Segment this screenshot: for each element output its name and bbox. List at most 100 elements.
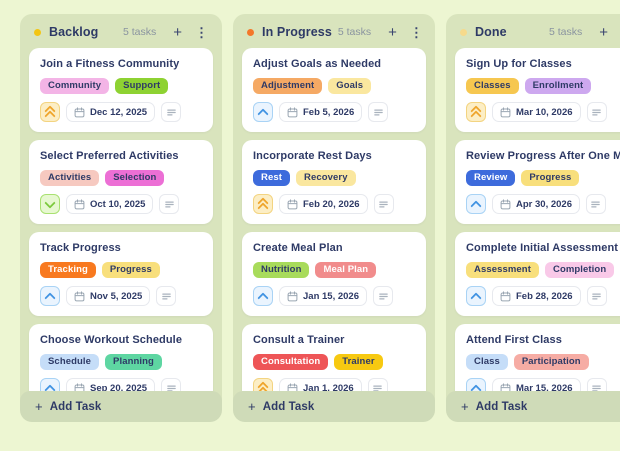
tag: Assessment: [466, 262, 539, 278]
card-list: Sign Up for Classes Classes Enrollment M…: [446, 48, 620, 391]
column-title: Backlog: [49, 25, 99, 39]
card-meta: Mar 15, 2026: [466, 378, 620, 391]
priority-icon: [253, 286, 273, 306]
due-date-chip: Sep 20, 2025: [66, 378, 156, 391]
priority-icon: [253, 378, 273, 391]
column-color-dot: [247, 28, 254, 36]
tag-list: Consultation Trainer: [253, 354, 415, 370]
task-card[interactable]: Consult a Trainer Consultation Trainer J…: [242, 324, 426, 391]
add-task-button[interactable]: + Add Task: [446, 391, 620, 422]
tag: Community: [40, 78, 110, 94]
task-count: 5 tasks: [548, 26, 583, 38]
due-date-chip: Jan 1, 2026: [279, 378, 362, 391]
tag: Progress: [101, 262, 160, 278]
tag-list: Adjustment Goals: [253, 78, 415, 94]
kanban-board: Backlog 5 tasks + ⋮ Join a Fitness Commu…: [0, 0, 620, 422]
priority-icon: [40, 194, 60, 214]
task-title: Complete Initial Assessment: [466, 242, 619, 254]
tag-list: Tracking Progress: [40, 262, 202, 278]
notes-icon: [367, 378, 388, 391]
column-color-dot: [460, 28, 467, 36]
column-backlog: Backlog 5 tasks + ⋮ Join a Fitness Commu…: [20, 14, 222, 422]
task-card[interactable]: Review Progress After One Month Review P…: [455, 140, 620, 224]
card-meta: Feb 20, 2026: [253, 194, 415, 214]
add-task-label: Add Task: [262, 400, 315, 413]
add-task-button[interactable]: + Add Task: [20, 391, 222, 422]
due-date-chip: Mar 10, 2026: [492, 102, 581, 122]
calendar-icon: [287, 290, 298, 301]
task-card[interactable]: Choose Workout Schedule Schedule Plannin…: [29, 324, 213, 391]
add-card-button[interactable]: +: [599, 23, 608, 41]
due-date: Jan 1, 2026: [303, 382, 354, 392]
tag: Classes: [466, 78, 519, 94]
due-date: Feb 5, 2026: [303, 106, 355, 118]
tag: Selection: [105, 170, 165, 186]
task-title: Incorporate Rest Days: [253, 150, 372, 162]
tag-list: Nutrition Meal Plan: [253, 262, 415, 278]
due-date-chip: Dec 12, 2025: [66, 102, 156, 122]
task-card[interactable]: Complete Initial Assessment Assessment C…: [455, 232, 620, 316]
tag-list: Classes Enrollment: [466, 78, 620, 94]
priority-icon: [253, 194, 273, 214]
tag: Review: [466, 170, 516, 186]
task-card[interactable]: Select Preferred Activities Activities S…: [29, 140, 213, 224]
add-task-button[interactable]: + Add Task: [233, 391, 435, 422]
tag: Adjustment: [253, 78, 323, 94]
calendar-icon: [74, 198, 85, 209]
card-meta: Feb 28, 2026: [466, 286, 620, 306]
priority-icon: [466, 378, 486, 391]
calendar-icon: [500, 106, 511, 117]
tag: Tracking: [40, 262, 96, 278]
card-meta: Dec 12, 2025: [40, 102, 202, 122]
notes-icon: [586, 286, 607, 306]
tag: Schedule: [40, 354, 100, 370]
due-date: Jan 15, 2026: [303, 290, 359, 302]
calendar-icon: [287, 382, 298, 391]
task-title: Adjust Goals as Needed: [253, 58, 382, 70]
card-meta: Sep 20, 2025: [40, 378, 202, 391]
notes-icon: [373, 194, 394, 214]
due-date: Dec 12, 2025: [90, 106, 148, 118]
task-card[interactable]: Attend First Class Class Participation M…: [455, 324, 620, 391]
column-menu-icon[interactable]: ⋮: [195, 24, 208, 40]
tag: Class: [466, 354, 508, 370]
priority-icon: [40, 102, 60, 122]
due-date: Apr 30, 2026: [516, 198, 572, 210]
priority-icon: [466, 194, 486, 214]
task-card[interactable]: Incorporate Rest Days Rest Recovery Feb …: [242, 140, 426, 224]
tag: Recovery: [296, 170, 356, 186]
task-card[interactable]: Create Meal Plan Nutrition Meal Plan Jan…: [242, 232, 426, 316]
task-card[interactable]: Join a Fitness Community Community Suppo…: [29, 48, 213, 132]
task-card[interactable]: Track Progress Tracking Progress Nov 5, …: [29, 232, 213, 316]
add-card-button[interactable]: +: [173, 23, 182, 41]
calendar-icon: [287, 106, 298, 117]
task-title: Choose Workout Schedule: [40, 334, 183, 346]
task-card[interactable]: Adjust Goals as Needed Adjustment Goals …: [242, 48, 426, 132]
notes-icon: [586, 378, 607, 391]
notes-icon: [368, 102, 389, 122]
add-card-button[interactable]: +: [388, 23, 397, 41]
priority-icon: [253, 102, 273, 122]
tag: Enrollment: [524, 78, 592, 94]
due-date-chip: Feb 20, 2026: [279, 194, 368, 214]
due-date-chip: Nov 5, 2025: [66, 286, 151, 306]
column-menu-icon[interactable]: ⋮: [409, 24, 423, 40]
tag: Consultation: [253, 354, 329, 370]
tag: Participation: [513, 354, 589, 370]
due-date: Feb 20, 2026: [303, 198, 360, 210]
column-header: Backlog 5 tasks + ⋮: [20, 14, 222, 48]
plus-icon: +: [35, 399, 43, 414]
notes-icon: [161, 378, 182, 391]
tag-list: Class Participation: [466, 354, 620, 370]
due-date-chip: Feb 5, 2026: [279, 102, 363, 122]
task-card[interactable]: Sign Up for Classes Classes Enrollment M…: [455, 48, 620, 132]
card-meta: Oct 10, 2025: [40, 194, 202, 214]
calendar-icon: [500, 382, 511, 391]
task-title: Attend First Class: [466, 334, 562, 346]
due-date-chip: Jan 15, 2026: [279, 286, 367, 306]
notes-icon: [156, 286, 177, 306]
tag: Trainer: [334, 354, 383, 370]
task-title: Join a Fitness Community: [40, 58, 180, 70]
column-header: Done 5 tasks + ⋮: [446, 14, 620, 48]
add-task-label: Add Task: [475, 400, 528, 413]
